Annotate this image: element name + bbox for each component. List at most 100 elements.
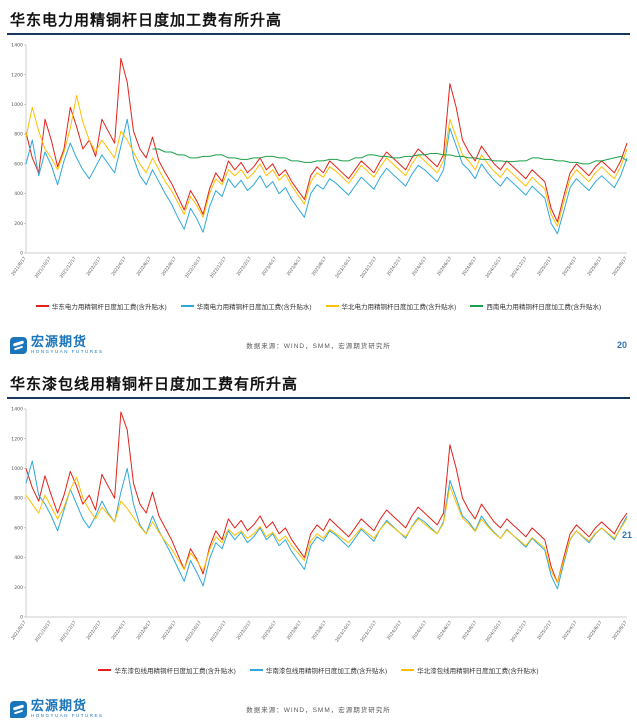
svg-text:2023/2/17: 2023/2/17	[235, 619, 253, 641]
svg-text:2023/6/17: 2023/6/17	[286, 619, 304, 641]
legend-line-marker	[470, 305, 484, 307]
chart-legend: 华东电力用精铜杆日度加工费(含升贴水) 华南电力用精铜杆日度加工费(含升贴水) 华北…	[0, 300, 637, 312]
svg-text:2022/4/17: 2022/4/17	[110, 619, 128, 641]
legend-item: 华南漆包线用精铜杆日度加工费(含升贴水)	[249, 665, 388, 675]
title-underline	[7, 33, 630, 35]
svg-text:800: 800	[14, 496, 23, 502]
slide-2: 华东漆包线用精铜杆日度加工费有所升高 0 200 400 600 800 1000 1200…	[0, 364, 637, 728]
svg-text:2024/12/17: 2024/12/17	[509, 620, 528, 644]
svg-text:2022/12/17: 2022/12/17	[209, 620, 228, 644]
legend-line-marker	[98, 669, 112, 671]
svg-text:2022/2/17: 2022/2/17	[85, 619, 103, 641]
series-line	[25, 57, 628, 223]
svg-text:2023/4/17: 2023/4/17	[260, 255, 278, 277]
svg-text:2024/8/17: 2024/8/17	[461, 255, 479, 277]
page-number: 20	[616, 340, 627, 350]
series-line	[25, 476, 628, 584]
svg-text:2023/12/17: 2023/12/17	[359, 256, 378, 280]
legend-label: 华南漆包线用精铜杆日度加工费(含升贴水)	[265, 668, 388, 675]
svg-text:2025/8/17: 2025/8/17	[611, 255, 629, 277]
data-source-note: 数据来源：WIND，SMM，宏源期货研究所	[246, 707, 391, 714]
svg-text:2025/6/17: 2025/6/17	[586, 619, 604, 641]
legend-label: 华东电力用精铜杆日度加工费(含升贴水)	[51, 304, 167, 311]
legend-item: 华北漆包线用精铜杆日度加工费(含升贴水)	[401, 665, 539, 675]
legend-line-marker	[325, 305, 339, 307]
slide-title: 华东电力用精铜杆日度加工费有所升高	[10, 11, 283, 29]
svg-text:2023/10/17: 2023/10/17	[334, 620, 353, 644]
svg-text:2022/2/17: 2022/2/17	[85, 255, 103, 277]
legend-item: 华东漆包线用精铜杆日度加工费(含升贴水)	[98, 665, 236, 675]
logo-text: 宏源期货 HONGYUAN FUTURES	[31, 336, 104, 355]
hongyuan-logo-icon	[10, 700, 27, 718]
svg-text:2021/12/17: 2021/12/17	[59, 256, 78, 280]
legend-label: 西南电力用精铜杆日度加工费(含升贴水)	[486, 304, 602, 311]
legend-item: 华北电力用精铜杆日度加工费(含升贴水)	[325, 301, 456, 311]
svg-text:2024/2/17: 2024/2/17	[386, 619, 404, 641]
svg-text:2021/12/17: 2021/12/17	[59, 620, 78, 644]
line-chart: 0 200 400 600 800 1000 1200 1400 2021/8/17 2021/1…	[10, 407, 629, 644]
svg-text:1400: 1400	[11, 43, 23, 49]
svg-text:1200: 1200	[11, 436, 23, 442]
svg-text:2022/6/17: 2022/6/17	[135, 255, 153, 277]
svg-text:2024/4/17: 2024/4/17	[411, 255, 429, 277]
logo-text: 宏源期货 HONGYUAN FUTURES	[31, 700, 104, 719]
legend-label: 华北漆包线用精铜杆日度加工费(含升贴水)	[417, 668, 539, 675]
hongyuan-logo-icon	[10, 336, 27, 354]
svg-text:2023/8/17: 2023/8/17	[311, 255, 329, 277]
svg-text:2025/4/17: 2025/4/17	[561, 255, 579, 277]
legend-line-marker	[180, 305, 194, 307]
svg-text:2023/12/17: 2023/12/17	[359, 620, 378, 644]
logo-name-en: HONGYUAN FUTURES	[31, 712, 104, 718]
svg-text:2022/4/17: 2022/4/17	[110, 255, 128, 277]
svg-text:600: 600	[14, 161, 23, 167]
svg-text:2022/12/17: 2022/12/17	[209, 256, 228, 280]
svg-text:2021/10/17: 2021/10/17	[34, 620, 53, 644]
chart-legend: 华东漆包线用精铜杆日度加工费(含升贴水) 华南漆包线用精铜杆日度加工费(含升贴水)…	[0, 664, 637, 676]
svg-text:2022/8/17: 2022/8/17	[160, 619, 178, 641]
svg-text:2025/6/17: 2025/6/17	[586, 255, 604, 277]
svg-text:400: 400	[14, 191, 23, 197]
svg-text:2025/8/17: 2025/8/17	[611, 619, 629, 641]
svg-text:2023/6/17: 2023/6/17	[286, 255, 304, 277]
slide-1: 华东电力用精铜杆日度加工费有所升高 0 200 400 600 800 1000 1200 1…	[0, 0, 637, 364]
svg-text:600: 600	[14, 525, 23, 531]
legend-label: 华东漆包线用精铜杆日度加工费(含升贴水)	[114, 668, 236, 675]
svg-text:2024/12/17: 2024/12/17	[509, 256, 528, 280]
svg-text:0: 0	[20, 251, 23, 257]
logo-name-cn: 宏源期货	[31, 334, 88, 350]
series-line	[25, 95, 628, 227]
slide-footer: 宏源期货 HONGYUAN FUTURES 数据来源：WIND，SMM，宏源期货…	[0, 330, 637, 360]
svg-text:200: 200	[14, 221, 23, 227]
svg-text:1000: 1000	[11, 466, 23, 472]
svg-text:2025/2/17: 2025/2/17	[536, 255, 554, 277]
series-line	[152, 148, 628, 165]
legend-item: 西南电力用精铜杆日度加工费(含升贴水)	[470, 301, 601, 311]
svg-text:0: 0	[20, 615, 23, 621]
legend-line-marker	[35, 305, 49, 307]
svg-text:1000: 1000	[11, 102, 23, 108]
svg-text:2022/8/17: 2022/8/17	[160, 255, 178, 277]
svg-text:2024/6/17: 2024/6/17	[436, 255, 454, 277]
legend-item: 华南电力用精铜杆日度加工费(含升贴水)	[180, 301, 312, 311]
svg-text:2024/2/17: 2024/2/17	[386, 255, 404, 277]
svg-text:2021/8/17: 2021/8/17	[10, 619, 28, 641]
svg-text:2025/2/17: 2025/2/17	[536, 619, 554, 641]
svg-text:2024/6/17: 2024/6/17	[436, 619, 454, 641]
svg-text:2024/10/17: 2024/10/17	[484, 620, 503, 644]
legend-line-marker	[249, 669, 263, 671]
svg-text:2023/10/17: 2023/10/17	[334, 256, 353, 280]
slide-footer: 宏源期货 HONGYUAN FUTURES 数据来源：WIND，SMM，宏源期货…	[0, 694, 637, 724]
svg-text:2022/6/17: 2022/6/17	[135, 619, 153, 641]
svg-text:2025/4/17: 2025/4/17	[561, 619, 579, 641]
slide-title: 华东漆包线用精铜杆日度加工费有所升高	[10, 375, 299, 393]
hongyuan-logo: 宏源期货 HONGYUAN FUTURES	[10, 336, 160, 355]
svg-text:2023/4/17: 2023/4/17	[260, 619, 278, 641]
svg-text:400: 400	[14, 555, 23, 561]
legend-line-marker	[401, 669, 415, 671]
svg-text:2022/10/17: 2022/10/17	[184, 256, 203, 280]
chart-area: 0 200 400 600 800 1000 1200 1400 2021/8/17 2021/1…	[0, 37, 637, 306]
svg-text:2024/10/17: 2024/10/17	[484, 256, 503, 280]
svg-text:800: 800	[14, 132, 23, 138]
svg-text:1200: 1200	[11, 72, 23, 78]
data-source-note: 数据来源：WIND，SMM，宏源期货研究所	[246, 343, 391, 350]
